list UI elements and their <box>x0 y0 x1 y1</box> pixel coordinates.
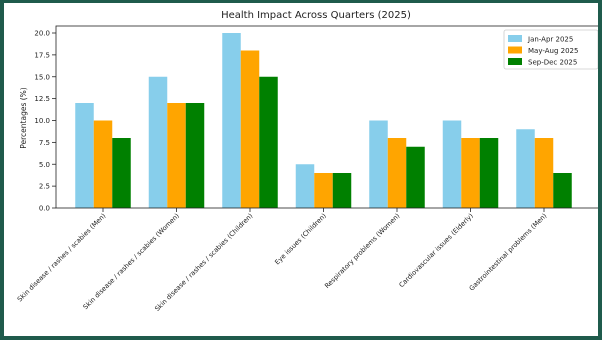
bar <box>93 120 113 208</box>
bar <box>240 50 260 208</box>
bar <box>167 103 186 208</box>
legend-label: May-Aug 2025 <box>528 47 578 55</box>
bar <box>259 76 278 208</box>
axes-frame <box>55 25 602 209</box>
y-tick-label: 0.0 <box>39 205 50 213</box>
y-tick-label: 2.5 <box>39 183 50 191</box>
chart-title: Health Impact Across Quarters (2025) <box>221 10 411 21</box>
bar <box>75 103 94 208</box>
y-tick-label: 10.0 <box>34 117 50 125</box>
chart-frame: Health Impact Across Quarters (2025) 0.0… <box>4 3 602 336</box>
y-axis-label: Percentages (%) <box>19 87 28 149</box>
y-tick-label: 12.5 <box>34 95 50 103</box>
y-tick-label: 15.0 <box>34 73 50 81</box>
bar <box>479 138 499 208</box>
bar <box>332 173 352 208</box>
legend-swatch <box>508 46 522 54</box>
bar <box>406 146 425 208</box>
bar <box>553 173 572 208</box>
bar <box>442 120 462 208</box>
legend: Jan-Apr 2025 May-Aug 2025 Sep-Dec 2025 <box>503 29 599 70</box>
x-tick-label: Cardiovascular issues (Elderly) <box>398 212 475 289</box>
legend-swatch <box>508 35 522 42</box>
bar <box>112 138 131 208</box>
x-tick-label: Eye issues (Children) <box>273 212 328 267</box>
bar <box>222 33 241 208</box>
bar <box>148 76 168 208</box>
bar <box>295 164 315 208</box>
bar <box>185 103 205 208</box>
bar <box>387 138 407 208</box>
plot-area: 0.0 2.5 5.0 7.5 10.0 12.5 15.0 17.5 20.0 Skin dis… <box>16 30 572 313</box>
bar <box>534 138 554 208</box>
y-tick-label: 17.5 <box>34 51 50 59</box>
bar <box>461 138 480 208</box>
y-tick-label: 20.0 <box>34 30 50 38</box>
legend-label: Jan-Apr 2025 <box>527 36 573 44</box>
x-tick-label: Skin disease / rashes / scabies (Men) <box>16 212 108 304</box>
y-tick-label: 7.5 <box>39 139 50 147</box>
legend-swatch <box>508 58 522 65</box>
bar <box>314 173 333 208</box>
bar-chart: Health Impact Across Quarters (2025) 0.0… <box>16 10 602 313</box>
y-tick-label: 5.0 <box>39 161 50 169</box>
x-tick-label: Respiratory problems (Women) <box>323 212 401 290</box>
bar <box>516 129 535 208</box>
legend-label: Sep-Dec 2025 <box>528 59 577 67</box>
bar <box>369 120 388 208</box>
x-tick-label: Gastrointestinal problems (Men) <box>468 212 549 293</box>
